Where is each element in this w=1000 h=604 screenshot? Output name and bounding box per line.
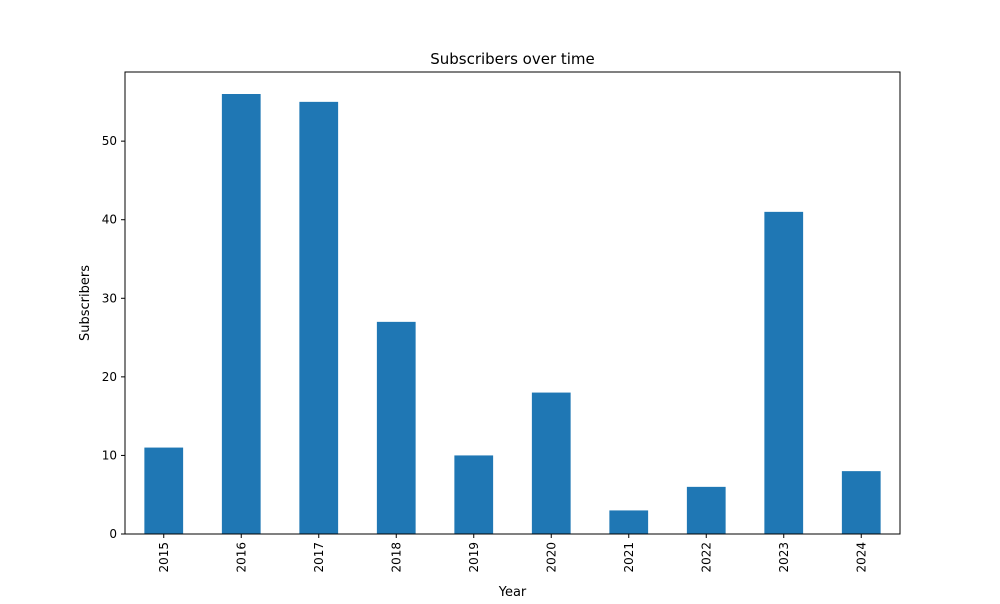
bar-2022 xyxy=(686,486,726,534)
x-tick-label: 2024 xyxy=(854,542,868,573)
x-tick-label: 2019 xyxy=(467,542,481,573)
x-tick-label: 2017 xyxy=(312,542,326,573)
bar-2019 xyxy=(454,455,494,534)
bar-2021 xyxy=(609,510,649,534)
x-tick-label: 2016 xyxy=(234,542,248,573)
plot-frame xyxy=(124,71,901,535)
bar-2016 xyxy=(221,94,261,534)
y-tick-label: 20 xyxy=(102,370,117,384)
y-axis-ticks: 0 10 20 30 40 50 xyxy=(102,134,125,541)
x-tick-label: 2020 xyxy=(544,542,558,573)
y-tick-label: 10 xyxy=(102,448,117,462)
y-tick-label: 40 xyxy=(102,213,117,227)
y-tick-label: 30 xyxy=(102,291,117,305)
bar-2017 xyxy=(299,101,339,534)
chart-title: Subscribers over time xyxy=(430,50,595,68)
x-axis-ticks: 2015 2016 2017 2018 2019 2020 2021 2022 2023 2024 xyxy=(157,534,868,573)
bars-layer xyxy=(144,94,881,534)
x-tick-label: 2015 xyxy=(157,542,171,573)
y-tick-label: 0 xyxy=(109,527,117,541)
x-tick-label: 2021 xyxy=(622,542,636,573)
x-axis-label: Year xyxy=(498,585,527,600)
bar-2023 xyxy=(764,211,804,534)
bar-2024 xyxy=(841,471,881,534)
bar-2020 xyxy=(531,392,571,534)
x-tick-label: 2022 xyxy=(699,542,713,573)
x-tick-label: 2023 xyxy=(777,542,791,573)
x-tick-label: 2018 xyxy=(389,542,403,573)
y-tick-label: 50 xyxy=(102,134,117,148)
bar-2015 xyxy=(144,447,184,534)
y-axis-label: Subscribers xyxy=(78,265,93,341)
bar-2018 xyxy=(376,321,416,534)
